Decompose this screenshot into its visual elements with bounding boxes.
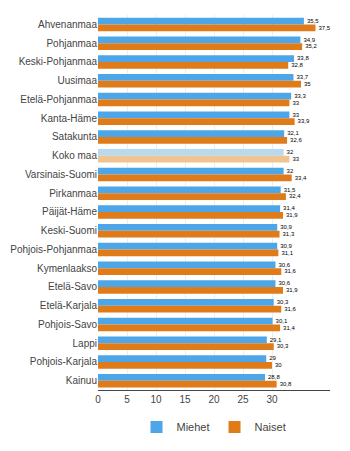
svg-text:Naiset: Naiset (255, 421, 286, 433)
svg-text:34,9: 34,9 (303, 37, 315, 43)
svg-text:30: 30 (275, 362, 282, 368)
svg-text:33,7: 33,7 (296, 74, 308, 80)
svg-text:Pohjanmaa: Pohjanmaa (46, 38, 97, 49)
svg-text:35: 35 (304, 81, 311, 87)
svg-text:29,1: 29,1 (270, 337, 282, 343)
svg-text:Etelä-Karjala: Etelä-Karjala (40, 300, 98, 311)
svg-text:Kanta-Häme: Kanta-Häme (41, 113, 98, 124)
svg-text:Pohjois-Karjala: Pohjois-Karjala (30, 356, 98, 367)
svg-text:31,4: 31,4 (283, 205, 295, 211)
svg-text:Ahvenanmaa: Ahvenanmaa (38, 19, 97, 30)
svg-text:35,2: 35,2 (305, 43, 317, 49)
svg-text:30,1: 30,1 (276, 318, 288, 324)
svg-text:10: 10 (150, 394, 162, 405)
svg-text:Miehet: Miehet (177, 421, 210, 433)
svg-text:32,8: 32,8 (291, 62, 303, 68)
svg-text:Koko maa: Koko maa (52, 150, 97, 161)
svg-text:Etelä-Pohjanmaa: Etelä-Pohjanmaa (20, 94, 97, 105)
svg-text:31,6: 31,6 (284, 306, 296, 312)
svg-text:30,8: 30,8 (280, 381, 292, 387)
svg-text:30,3: 30,3 (277, 299, 289, 305)
svg-text:30,9: 30,9 (280, 243, 292, 249)
svg-text:33: 33 (292, 156, 299, 162)
svg-text:30: 30 (266, 394, 278, 405)
svg-text:Varsinais-Suomi: Varsinais-Suomi (25, 169, 97, 180)
svg-text:32,1: 32,1 (287, 130, 299, 136)
svg-text:Pohjois-Savo: Pohjois-Savo (38, 319, 97, 330)
svg-text:31,5: 31,5 (284, 187, 296, 193)
svg-text:31,9: 31,9 (286, 287, 298, 293)
svg-text:35,5: 35,5 (307, 18, 319, 24)
svg-text:Kymenlaakso: Kymenlaakso (37, 263, 97, 274)
svg-text:30,3: 30,3 (277, 343, 289, 349)
svg-text:Päijät-Häme: Päijät-Häme (42, 206, 97, 217)
svg-text:32,4: 32,4 (289, 193, 301, 199)
svg-text:Etelä-Savo: Etelä-Savo (48, 281, 97, 292)
svg-text:32,6: 32,6 (290, 137, 302, 143)
svg-text:Keski-Pohjanmaa: Keski-Pohjanmaa (19, 56, 98, 67)
svg-text:28,8: 28,8 (268, 374, 280, 380)
svg-text:Pirkanmaa: Pirkanmaa (49, 188, 97, 199)
svg-text:Pohjois-Pohjanmaa: Pohjois-Pohjanmaa (10, 244, 97, 255)
svg-text:29: 29 (269, 355, 276, 361)
svg-text:30,9: 30,9 (280, 224, 292, 230)
svg-text:32: 32 (287, 168, 294, 174)
svg-text:20: 20 (208, 394, 220, 405)
svg-text:15: 15 (179, 394, 191, 405)
svg-text:Satakunta: Satakunta (52, 131, 97, 142)
svg-text:32: 32 (287, 149, 294, 155)
svg-text:31,4: 31,4 (283, 325, 295, 331)
svg-text:5: 5 (124, 394, 130, 405)
svg-text:33: 33 (292, 100, 299, 106)
svg-text:31,3: 31,3 (283, 231, 295, 237)
svg-text:Keski-Suomi: Keski-Suomi (41, 225, 97, 236)
svg-text:25: 25 (237, 394, 249, 405)
svg-text:Kainuu: Kainuu (66, 375, 97, 386)
svg-text:Lappi: Lappi (73, 338, 97, 349)
svg-text:33,9: 33,9 (298, 118, 310, 124)
svg-text:0: 0 (95, 394, 101, 405)
svg-text:33,8: 33,8 (297, 55, 309, 61)
svg-text:31,9: 31,9 (286, 212, 298, 218)
svg-text:Uusimaa: Uusimaa (58, 75, 98, 86)
svg-text:33: 33 (292, 112, 299, 118)
svg-text:30,6: 30,6 (278, 280, 290, 286)
svg-text:30,6: 30,6 (278, 262, 290, 268)
svg-text:31,1: 31,1 (281, 250, 293, 256)
svg-text:37,5: 37,5 (318, 25, 330, 31)
svg-text:33,4: 33,4 (295, 175, 307, 181)
svg-text:33,3: 33,3 (294, 93, 306, 99)
svg-text:31,6: 31,6 (284, 268, 296, 274)
